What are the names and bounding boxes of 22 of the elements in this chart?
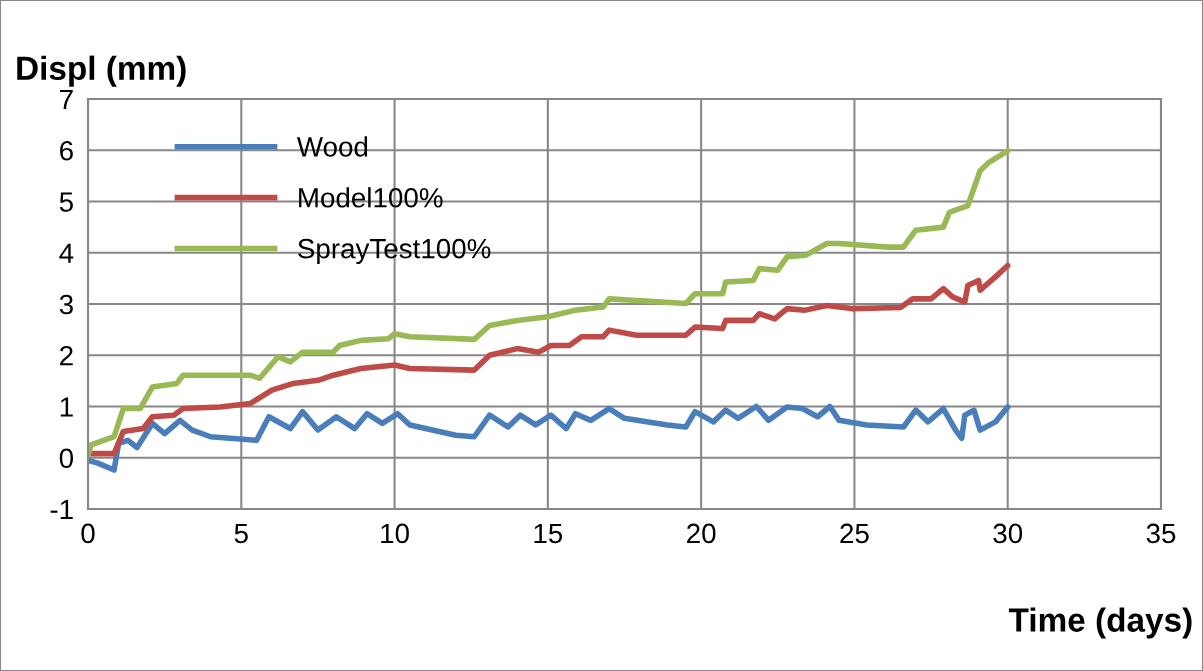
y-axis-title: Displ (mm): [17, 55, 186, 87]
y-tick-label: 1: [60, 397, 73, 417]
y-tick-label: 7: [60, 89, 73, 110]
y-tick-label: 5: [59, 192, 73, 212]
legend-label: Wood: [296, 136, 368, 157]
x-tick-label: 10: [381, 523, 409, 544]
x-tick-label: 15: [534, 523, 563, 544]
y-tick-label: 2: [60, 345, 73, 366]
x-tick-label: 35: [1146, 523, 1176, 544]
y-tick-label: 4: [59, 243, 74, 263]
x-tick-label: 30: [993, 523, 1023, 544]
legend-label: Model100%: [299, 187, 443, 208]
x-tick-label: 25: [840, 523, 869, 544]
y-tick-label: 3: [59, 294, 73, 315]
x-tick-label: 20: [687, 523, 716, 544]
y-tick-label: 0: [59, 448, 74, 469]
x-axis-title: Time (days): [1008, 607, 1192, 639]
x-tick-label: 0: [81, 523, 95, 544]
y-tick-label: 6: [60, 140, 73, 161]
x-tick-label: 5: [234, 523, 248, 544]
y-tick-label: -1: [50, 499, 73, 520]
legend-label: SprayTest100%: [298, 238, 491, 264]
